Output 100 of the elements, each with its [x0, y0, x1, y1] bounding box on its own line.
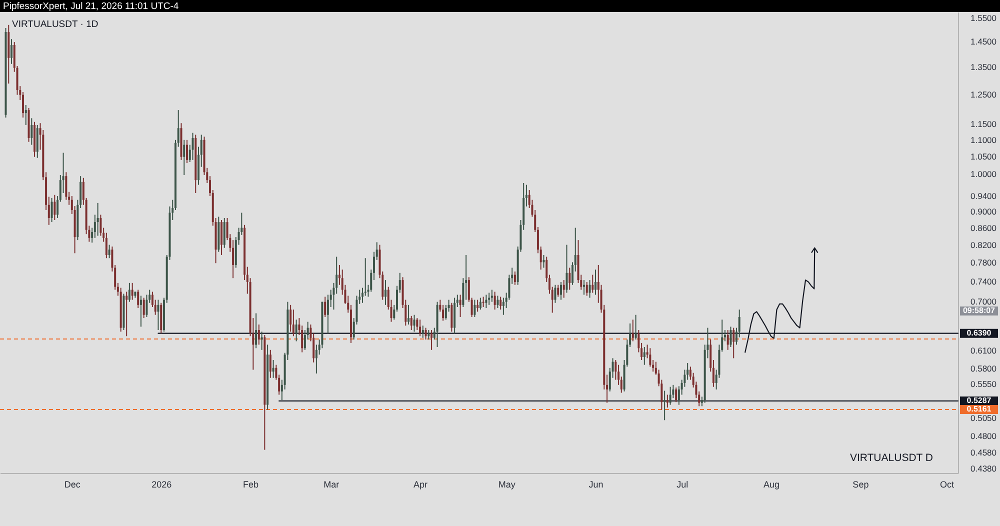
x-tick-label: Mar: [324, 480, 340, 490]
y-tick-label: 0.8200: [970, 240, 997, 250]
y-tick-label: 1.5500: [970, 12, 997, 23]
candlestick: [488, 292, 490, 306]
candlestick: [632, 319, 634, 342]
y-tick-label: 0.4800: [970, 430, 997, 441]
candlestick: [108, 244, 110, 259]
candlestick: [583, 280, 586, 296]
candlestick: [643, 346, 646, 366]
y-tick-label: 0.7800: [970, 258, 997, 268]
candlestick: [192, 132, 194, 160]
candlestick: [269, 349, 272, 378]
y-tick-label: 1.1000: [970, 135, 997, 146]
x-tick-label: Jun: [588, 480, 604, 490]
candlestick: [10, 38, 13, 64]
candlestick: [554, 284, 556, 304]
series-label: 0.6390: [966, 328, 992, 338]
candlestick: [428, 330, 430, 340]
candlestick: [384, 280, 386, 306]
candlestick: [450, 302, 453, 332]
candlestick: [131, 282, 134, 300]
candlestick: [137, 289, 140, 309]
candlestick: [634, 314, 637, 340]
y-tick-label: 0.5050: [970, 412, 997, 423]
candlestick: [295, 319, 298, 342]
y-tick-label: 1.1500: [970, 119, 997, 130]
y-tick-label: 0.9400: [970, 191, 997, 202]
y-tick-label: 0.9000: [970, 206, 997, 217]
x-tick-label: Sep: [852, 480, 869, 490]
x-tick-label: Aug: [763, 480, 780, 490]
y-tick-label: 0.7000: [970, 296, 997, 306]
candlestick: [292, 309, 294, 337]
ref-line-label: 0.5161: [966, 404, 992, 414]
y-tick-label: 1.2500: [970, 89, 997, 100]
candlestick: [514, 270, 516, 286]
candlestick: [424, 327, 427, 340]
x-tick-label: Dec: [64, 480, 81, 490]
candlestick: [54, 194, 56, 221]
y-tick-label: 1.0500: [970, 152, 997, 162]
candlestick: [410, 315, 412, 331]
candlestick: [50, 197, 53, 223]
candlestick: [157, 299, 160, 331]
candlestick: [442, 304, 444, 322]
candlestick: [568, 267, 571, 290]
candlestick: [669, 386, 672, 406]
x-tick-label: Jul: [676, 480, 688, 490]
candlestick: [326, 294, 329, 334]
series-label: 0.5287: [966, 396, 992, 405]
candlestick: [444, 304, 447, 320]
y-tick-label: 1.4500: [970, 36, 997, 47]
x-tick-label: 2026: [152, 480, 172, 490]
candlestick: [413, 314, 416, 332]
y-tick-label: 0.8600: [970, 222, 997, 233]
candlestick: [324, 296, 326, 318]
candlestick: [732, 327, 735, 359]
x-tick-label: Feb: [243, 480, 259, 490]
y-tick-label: 0.4580: [970, 448, 997, 458]
candlestick: [479, 297, 482, 310]
candlestick: [592, 274, 594, 294]
candlestick: [419, 319, 422, 337]
candlestick: [588, 280, 591, 298]
candlestick: [594, 269, 597, 296]
candlestick: [459, 294, 462, 318]
candlestick: [649, 348, 652, 368]
candlestick: [482, 296, 484, 308]
candlestick: [146, 294, 148, 318]
candlestick: [494, 291, 496, 310]
candlestick: [726, 330, 729, 350]
y-tick-label: 1.3500: [970, 62, 997, 72]
candlestick: [730, 326, 732, 348]
text: 09:58:07: [962, 306, 996, 315]
candlestick: [664, 390, 666, 421]
candlestick: [586, 281, 588, 296]
annotation: VIRTUALUSDT D: [850, 452, 934, 464]
x-tick-label: Oct: [940, 480, 954, 490]
candlestick: [666, 394, 668, 408]
candlestick: [105, 232, 108, 259]
text: VIRTUALUSDT · 1D: [12, 19, 98, 30]
candlestick: [675, 387, 678, 403]
candlestick: [422, 325, 424, 338]
candlestick: [290, 304, 292, 332]
x-tick-label: May: [498, 480, 516, 490]
y-tick-label: 0.4380: [970, 464, 997, 474]
candlestick: [140, 295, 142, 328]
candlestick: [408, 304, 410, 326]
candlestick: [560, 281, 562, 300]
candlestick: [183, 139, 186, 176]
candlestick: [36, 124, 38, 158]
candlestick: [502, 297, 504, 316]
candlestick: [142, 297, 145, 319]
candlestick: [220, 220, 223, 256]
x-tick-label: Apr: [414, 480, 428, 490]
candlestick: [500, 296, 502, 310]
candlestick: [476, 299, 479, 312]
candlestick: [557, 284, 560, 298]
candlestick: [128, 282, 130, 302]
candlestick: [562, 280, 565, 298]
candlestick: [496, 295, 499, 309]
candlestick: [96, 202, 99, 236]
text: PipfessorXpert, Jul 21, 2026 11:01 UTC-4: [3, 1, 179, 12]
